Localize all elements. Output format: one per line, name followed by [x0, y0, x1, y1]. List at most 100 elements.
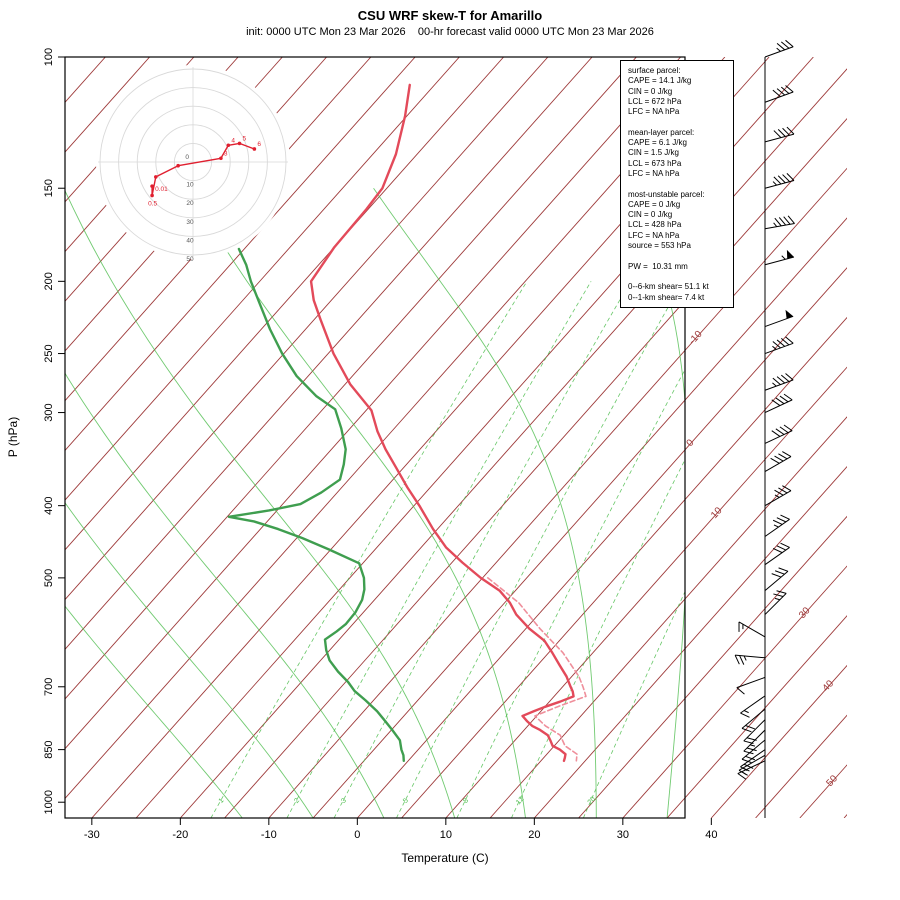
parcel-info-box: surface parcel: CAPE = 14.1 J/kg CIN = 0 J… — [620, 60, 734, 308]
mixing-ratio-label: 2 — [293, 797, 301, 805]
pressure-tick-label: 100 — [43, 48, 55, 66]
temp-tick-label: 40 — [705, 829, 717, 841]
hodograph: 10 20 30 40 50 0 0.01 0.5 34 5 6 — [96, 65, 290, 263]
wind-barb-feather — [774, 455, 784, 462]
pressure-tick-label: 500 — [43, 569, 55, 587]
parcel-info-line: CAPE = 6.1 J/kg — [628, 138, 687, 148]
wind-barb-half — [781, 255, 786, 260]
chart-title: CSU WRF skew-T for Amarillo — [357, 8, 543, 23]
wind-barb-feather — [773, 130, 782, 138]
wind-barb-feather — [776, 339, 786, 347]
wind-barb-feather — [778, 453, 788, 460]
isotherm-line — [312, 57, 847, 818]
virtual-temperature-curve — [487, 577, 587, 762]
pressure-tick-label: 1000 — [43, 790, 55, 814]
wind-barb-feather — [780, 41, 790, 49]
wind-barb-feather — [778, 567, 789, 572]
isotherm-line — [65, 57, 637, 818]
wind-barb-feather — [782, 451, 792, 457]
parcel-info-line — [628, 272, 731, 282]
parcel-info-line: CIN = 0 J/kg — [628, 86, 673, 96]
wind-barb-half — [774, 494, 780, 498]
mixing-ratio-line — [456, 368, 685, 818]
wind-barb-pennant — [786, 249, 794, 259]
isotherm-line — [268, 57, 847, 818]
wind-barb-feather — [776, 517, 787, 523]
hodograph-point — [176, 163, 180, 168]
wind-barb-staff — [764, 315, 794, 328]
isotherm-line — [533, 57, 847, 818]
hodograph-point — [226, 143, 231, 148]
wind-barb-half — [772, 382, 777, 387]
temp-tick-label: -30 — [84, 829, 100, 841]
wind-barb-feather — [741, 758, 752, 764]
parcel-info-line: 0--6-km shear= 51.1 kt — [628, 282, 709, 292]
wind-barb-feather — [745, 755, 756, 761]
wind-barb-feather — [771, 573, 782, 578]
wind-barb-feather — [783, 393, 793, 401]
wind-barb-staff — [764, 91, 794, 103]
wind-barb-feather — [743, 750, 754, 755]
wind-barb-feather — [780, 338, 790, 346]
mixing-ratio-label: 20 — [587, 796, 597, 807]
wind-barb-feather — [779, 426, 789, 434]
temp-tick-label: 10 — [440, 829, 452, 841]
parcel-info-line: LFC = NA hPa — [628, 230, 680, 240]
hodograph-point-label: 0.01 — [155, 186, 168, 193]
parcel-info-line: LFC = NA hPa — [628, 107, 680, 117]
hodograph-origin-label: 0 — [185, 154, 189, 161]
pressure-tick-label: 850 — [43, 740, 55, 758]
wind-barb-feather — [770, 457, 780, 464]
hodograph-point-label: 6 — [257, 141, 261, 148]
wind-barb-feather — [741, 727, 752, 733]
hodograph-ring — [173, 142, 213, 182]
isotherm-line — [65, 57, 549, 818]
wind-barb-feather — [774, 570, 785, 575]
wind-barb-feather — [782, 127, 790, 136]
parcel-info-line: LCL = 672 hPa — [628, 96, 682, 106]
wind-barb-feather — [774, 217, 782, 227]
wind-barb-feather — [736, 687, 745, 695]
temperature-curve — [309, 83, 575, 763]
wind-barb-feather — [785, 39, 794, 48]
wind-barb-half — [741, 771, 747, 775]
temp-tick-label: 30 — [617, 829, 629, 841]
hodograph-ring-label: 50 — [186, 256, 194, 263]
mixing-ratio-line — [511, 458, 685, 818]
parcel-info-line: PW = 10.31 mm — [628, 261, 688, 271]
isotherm-line — [578, 57, 847, 818]
parcel-info-line — [628, 251, 731, 261]
parcel-info-line: source = 553 hPa — [628, 241, 691, 251]
wind-barb-feather — [780, 514, 790, 520]
parcel-info-line: LCL = 673 hPa — [628, 158, 682, 168]
wind-barb-feather — [780, 86, 790, 94]
hodograph-ring — [136, 105, 250, 219]
wind-barb-feather — [779, 395, 789, 403]
wind-barb-feather — [772, 547, 783, 554]
isotherm-line — [65, 57, 681, 818]
hodograph-point — [219, 156, 223, 161]
pressure-tick-label: 700 — [43, 678, 55, 696]
wind-barb-feather — [772, 341, 781, 349]
parcel-info-line: surface parcel: — [628, 66, 681, 75]
parcel-info-line: LCL = 428 hPa — [628, 220, 682, 230]
wind-barb-feather — [785, 85, 794, 93]
wind-barb-feather — [772, 377, 781, 385]
isotherm-line — [65, 57, 195, 818]
isotherm-edge-label: 0 — [685, 437, 697, 449]
mixing-ratio-line — [396, 281, 684, 818]
parcel-info-line: LFC = NA hPa — [628, 168, 680, 178]
isotherm-line — [622, 57, 847, 818]
wind-barb-feather — [743, 763, 754, 769]
wind-barb-feather — [739, 655, 745, 665]
wind-barb-feather — [785, 336, 794, 344]
wind-barb-half — [743, 710, 749, 714]
wind-barb-feather — [775, 428, 785, 435]
wind-barb-feather — [778, 487, 788, 494]
hodograph-ring — [155, 124, 231, 200]
wind-barb-feather — [776, 376, 786, 384]
wind-barb-feather — [786, 126, 795, 135]
moist-adiabat-line — [188, 188, 526, 818]
moist-adiabat-line — [373, 187, 597, 818]
isotherm-line — [445, 57, 847, 818]
